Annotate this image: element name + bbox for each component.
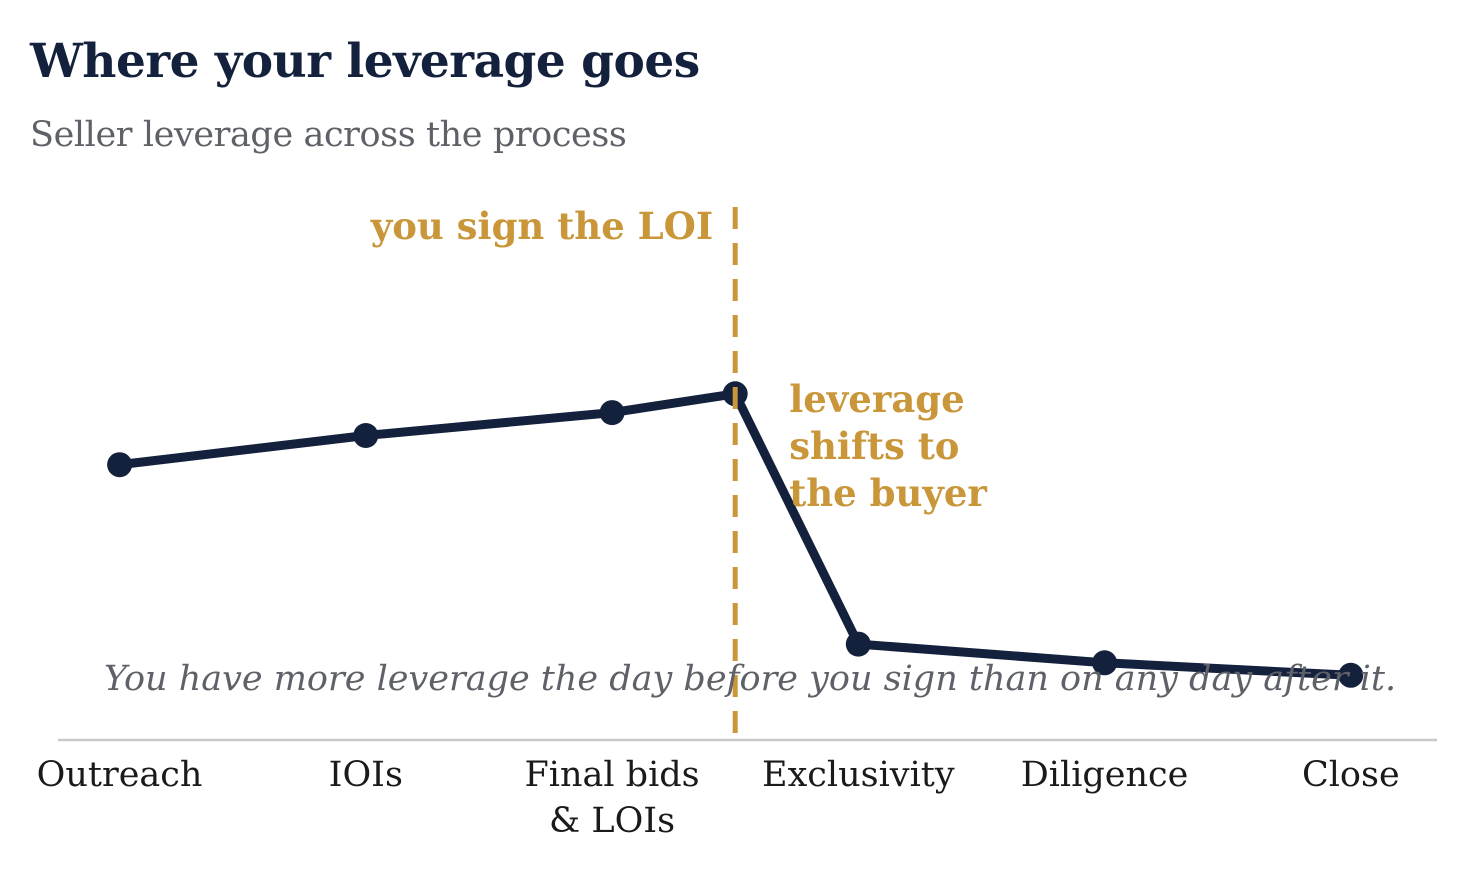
x-tick-label-0: Outreach xyxy=(37,755,203,795)
x-tick-label-line: Outreach xyxy=(37,755,203,795)
title: Where your leverage goes xyxy=(30,34,700,89)
x-tick-label-line: IOIs xyxy=(329,755,403,795)
data-point-4 xyxy=(845,631,871,657)
x-tick-label-2: Final bids & LOIs xyxy=(524,755,699,841)
x-tick-label-1: IOIs xyxy=(329,755,403,795)
takeaway-note: You have more leverage the day before yo… xyxy=(104,659,1396,699)
x-tick-label-3: Exclusivity xyxy=(762,755,955,795)
data-point-5 xyxy=(1092,650,1118,676)
x-tick-label-line: Exclusivity xyxy=(762,755,955,795)
x-tick-label-line: Diligence xyxy=(1021,755,1189,795)
leverage-shift-line-2: the buyer xyxy=(789,471,987,515)
leverage-shift-line-0: leverage xyxy=(789,377,965,421)
x-tick-label-line: Close xyxy=(1302,755,1400,795)
x-tick-label-line: Final bids xyxy=(524,755,699,795)
x-tick-label-5: Close xyxy=(1302,755,1400,795)
data-point-0 xyxy=(107,452,133,478)
data-point-2 xyxy=(599,400,625,426)
loi-event-label: you sign the LOI xyxy=(370,204,713,248)
leverage-shift-line-1: shifts to xyxy=(789,424,959,468)
subtitle: Seller leverage across the process xyxy=(30,115,627,155)
data-point-1 xyxy=(353,423,379,448)
data-point-6 xyxy=(1338,662,1364,688)
x-tick-label-4: Diligence xyxy=(1021,755,1189,795)
x-tick-label-line: & LOIs xyxy=(549,801,675,841)
